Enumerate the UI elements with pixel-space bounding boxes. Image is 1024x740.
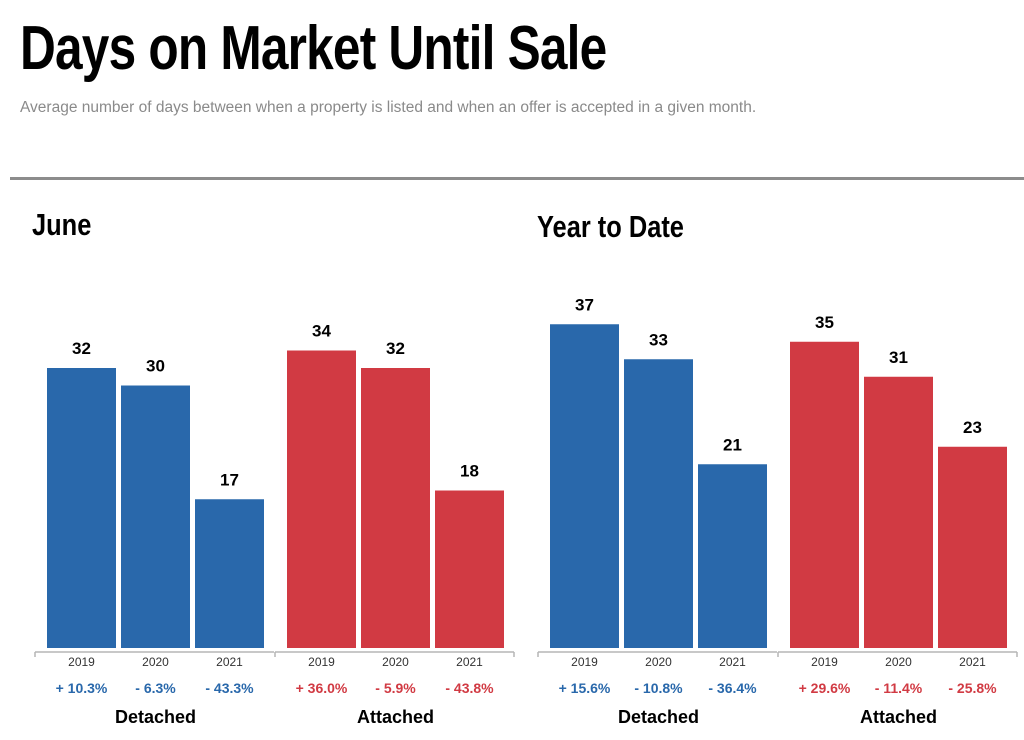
- bar-value-label: 32: [386, 339, 405, 358]
- group-label-detached: Detached: [618, 707, 699, 727]
- x-tick-label: 2019: [571, 655, 598, 669]
- bar-attached-2021: [938, 446, 1007, 648]
- percent-change-label: + 36.0%: [296, 680, 348, 696]
- percent-change-label: - 43.3%: [205, 680, 254, 696]
- bar-value-label: 37: [575, 295, 594, 314]
- percent-change-label: - 43.8%: [445, 680, 494, 696]
- bar-value-label: 17: [220, 470, 239, 489]
- bar-value-label: 31: [889, 348, 908, 367]
- percent-change-label: + 15.6%: [559, 680, 611, 696]
- x-tick-label: 2021: [959, 655, 986, 669]
- percent-change-label: + 10.3%: [56, 680, 108, 696]
- percent-change-label: + 29.6%: [799, 680, 851, 696]
- bar-value-label: 33: [649, 330, 668, 349]
- group-label-attached: Attached: [357, 707, 434, 727]
- x-tick-label: 2020: [885, 655, 912, 669]
- bar-attached-2019: [287, 350, 356, 648]
- percent-change-label: - 5.9%: [375, 680, 416, 696]
- page-title: Days on Market Until Sale: [20, 14, 607, 83]
- x-tick-label: 2019: [68, 655, 95, 669]
- percent-change-label: - 10.8%: [634, 680, 683, 696]
- percent-change-label: - 6.3%: [135, 680, 176, 696]
- bar-attached-2019: [790, 341, 859, 648]
- panel-title-year-to-date: Year to Date: [537, 209, 684, 244]
- x-tick-label: 2021: [456, 655, 483, 669]
- bar-attached-2021: [435, 490, 504, 648]
- page-subtitle: Average number of days between when a pr…: [20, 99, 757, 116]
- bar-value-label: 23: [963, 418, 982, 437]
- bar-value-label: 21: [723, 435, 742, 454]
- bar-detached-2019: [550, 324, 619, 648]
- x-tick-label: 2020: [382, 655, 409, 669]
- bar-attached-2020: [361, 368, 430, 648]
- bar-detached-2021: [195, 499, 264, 648]
- percent-change-label: - 36.4%: [708, 680, 757, 696]
- bar-value-label: 35: [815, 313, 834, 332]
- bar-value-label: 34: [312, 322, 331, 341]
- bar-detached-2019: [47, 368, 116, 648]
- bar-value-label: 30: [146, 357, 165, 376]
- group-label-detached: Detached: [115, 707, 196, 727]
- bar-value-label: 18: [460, 462, 479, 481]
- x-tick-label: 2019: [308, 655, 335, 669]
- x-tick-label: 2020: [142, 655, 169, 669]
- percent-change-label: - 25.8%: [948, 680, 997, 696]
- x-tick-label: 2021: [719, 655, 746, 669]
- header-divider: [10, 177, 1024, 180]
- group-label-attached: Attached: [860, 707, 937, 727]
- percent-change-label: - 11.4%: [875, 680, 923, 696]
- panel-title-june: June: [32, 207, 92, 242]
- bar-detached-2021: [698, 464, 767, 648]
- x-tick-label: 2020: [645, 655, 672, 669]
- bar-detached-2020: [121, 385, 190, 648]
- x-tick-label: 2019: [811, 655, 838, 669]
- x-tick-label: 2021: [216, 655, 243, 669]
- bar-value-label: 32: [72, 339, 91, 358]
- bar-detached-2020: [624, 359, 693, 648]
- bar-attached-2020: [864, 376, 933, 648]
